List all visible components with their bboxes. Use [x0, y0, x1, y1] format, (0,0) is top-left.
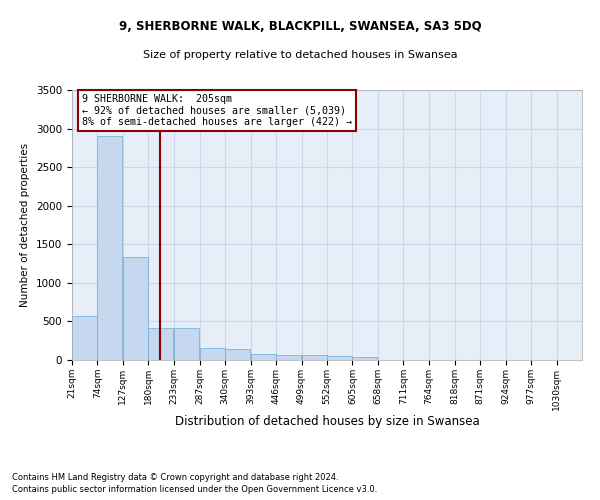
Text: Contains HM Land Registry data © Crown copyright and database right 2024.: Contains HM Land Registry data © Crown c… [12, 474, 338, 482]
X-axis label: Distribution of detached houses by size in Swansea: Distribution of detached houses by size … [175, 416, 479, 428]
Bar [302, 356, 326, 360]
Bar [225, 349, 250, 360]
Text: 9 SHERBORNE WALK:  205sqm
← 92% of detached houses are smaller (5,039)
8% of sem: 9 SHERBORNE WALK: 205sqm ← 92% of detach… [82, 94, 352, 127]
Bar [72, 316, 97, 360]
Bar [200, 348, 225, 360]
Y-axis label: Number of detached properties: Number of detached properties [20, 143, 31, 307]
Bar [276, 355, 301, 360]
Bar [352, 356, 377, 360]
Text: Contains public sector information licensed under the Open Government Licence v3: Contains public sector information licen… [12, 485, 377, 494]
Text: Size of property relative to detached houses in Swansea: Size of property relative to detached ho… [143, 50, 457, 60]
Bar [174, 328, 199, 360]
Bar [123, 256, 148, 360]
Bar [148, 328, 173, 360]
Bar [327, 356, 352, 360]
Text: 9, SHERBORNE WALK, BLACKPILL, SWANSEA, SA3 5DQ: 9, SHERBORNE WALK, BLACKPILL, SWANSEA, S… [119, 20, 481, 33]
Bar [97, 136, 122, 360]
Bar [251, 354, 275, 360]
